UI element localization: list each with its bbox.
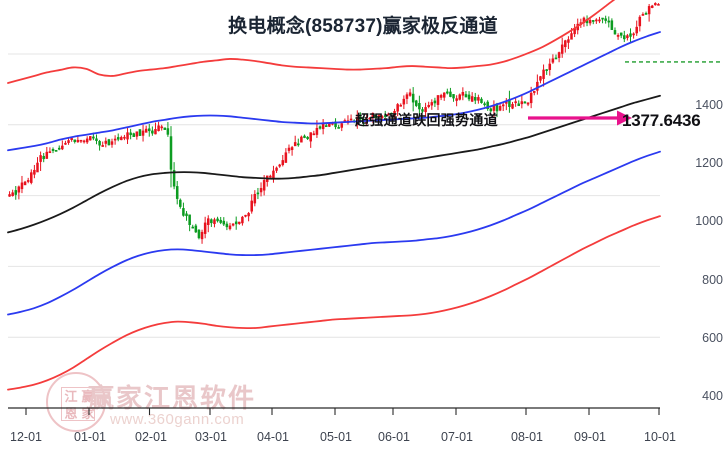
y-axis-tick: 600	[702, 331, 723, 345]
x-axis-tick: 01-01	[74, 430, 106, 444]
y-axis-tick: 1400	[695, 98, 723, 112]
current-price-label: 1377.6436	[622, 111, 701, 130]
x-axis-tick: 02-01	[135, 430, 167, 444]
x-axis-tick: 07-01	[441, 430, 473, 444]
x-axis-tick: 05-01	[320, 430, 352, 444]
channel-annotation-label: 超强通道跌回强势通道	[355, 112, 498, 128]
x-axis-tick: 03-01	[195, 430, 227, 444]
x-axis-tick: 09-01	[574, 430, 606, 444]
x-axis-tick: 10-01	[644, 430, 676, 444]
y-axis-tick: 400	[702, 389, 723, 403]
y-axis-tick: 1200	[695, 156, 723, 170]
x-axis-tick: 08-01	[511, 430, 543, 444]
x-axis-tick: 04-01	[257, 430, 289, 444]
page-title: 换电概念(858737)赢家极反通道	[228, 16, 498, 37]
x-axis-tick: 06-01	[378, 430, 410, 444]
y-axis-tick: 800	[702, 273, 723, 287]
x-axis-tick: 12-01	[10, 430, 42, 444]
y-axis-tick: 1000	[695, 214, 723, 228]
